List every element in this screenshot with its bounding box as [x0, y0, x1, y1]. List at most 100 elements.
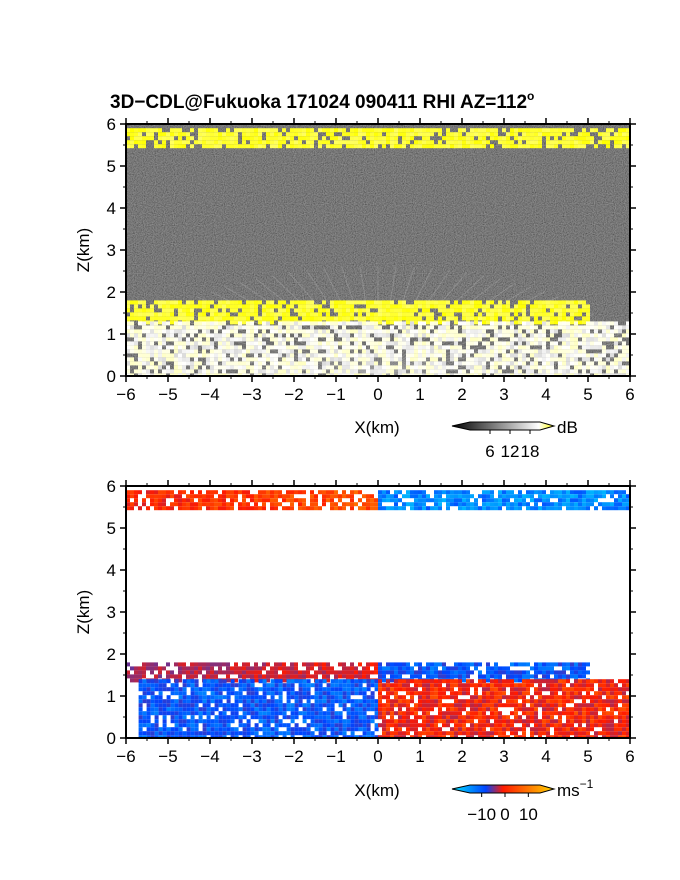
- data-cell: [266, 498, 270, 503]
- data-cell: [398, 316, 402, 321]
- data-cell: [446, 316, 450, 321]
- data-cell: [474, 140, 478, 145]
- data-cell: [602, 329, 606, 334]
- data-cell: [190, 345, 194, 350]
- data-cell: [610, 349, 614, 354]
- data-cell: [378, 723, 382, 728]
- data-cell: [270, 699, 275, 704]
- data-cell: [270, 494, 274, 499]
- data-cell: [322, 703, 327, 708]
- data-cell: [494, 304, 498, 309]
- data-cell: [598, 353, 602, 358]
- data-cell: [398, 679, 402, 684]
- data-cell: [190, 316, 194, 321]
- data-cell: [614, 136, 618, 141]
- data-cell: [150, 329, 154, 334]
- data-cell: [362, 373, 366, 376]
- data-cell: [262, 325, 266, 330]
- data-cell: [398, 683, 402, 688]
- data-cell: [566, 316, 570, 321]
- data-cell: [138, 308, 142, 313]
- data-cell: [146, 711, 151, 716]
- data-cell: [558, 494, 562, 499]
- data-cell: [514, 494, 518, 499]
- data-cell: [306, 316, 310, 321]
- data-cell: [242, 136, 246, 141]
- data-cell: [158, 300, 162, 305]
- data-cell: [422, 312, 426, 317]
- data-cell: [382, 695, 386, 700]
- data-cell: [186, 683, 191, 688]
- data-cell: [286, 357, 290, 362]
- data-cell: [350, 312, 354, 317]
- data-cell: [274, 304, 278, 309]
- data-cell: [534, 341, 538, 346]
- data-cell: [190, 731, 195, 736]
- data-cell: [334, 494, 338, 499]
- data-cell: [362, 502, 366, 507]
- data-cell: [342, 312, 346, 317]
- data-cell: [198, 731, 203, 736]
- data-cell: [126, 494, 130, 499]
- data-cell: [470, 361, 474, 366]
- data-cell: [566, 353, 570, 358]
- data-cell: [466, 136, 470, 141]
- data-cell: [526, 144, 530, 149]
- data-cell: [338, 373, 342, 376]
- data-cell: [154, 349, 158, 354]
- data-cell: [258, 337, 262, 342]
- data-cell: [598, 365, 602, 370]
- data-cell: [606, 357, 610, 362]
- data-cell: [534, 353, 538, 358]
- data-cell: [422, 345, 426, 350]
- data-cell: [210, 498, 214, 503]
- data-cell: [574, 353, 578, 358]
- data-cell: [274, 128, 278, 133]
- data-cell: [602, 719, 606, 724]
- data-cell: [278, 666, 282, 671]
- data-cell: [622, 136, 626, 141]
- data-cell: [142, 345, 146, 350]
- data-cell: [198, 333, 202, 338]
- data-cell: [274, 369, 278, 374]
- data-cell: [170, 357, 174, 362]
- data-cell: [458, 670, 462, 675]
- data-cell: [442, 670, 446, 675]
- data-cell: [434, 494, 438, 499]
- data-cell: [414, 329, 418, 334]
- data-cell: [350, 674, 354, 679]
- data-cell: [326, 140, 330, 145]
- data-cell: [202, 679, 207, 684]
- data-cell: [538, 312, 542, 317]
- data-cell: [234, 316, 238, 321]
- data-cell: [374, 353, 378, 358]
- data-cell: [126, 140, 130, 145]
- data-cell: [554, 674, 558, 679]
- data-cell: [294, 329, 298, 334]
- data-cell: [462, 670, 466, 675]
- data-cell: [366, 498, 370, 503]
- data-cell: [290, 132, 294, 137]
- data-cell: [486, 132, 490, 137]
- data-cell: [138, 699, 143, 704]
- data-cell: [514, 699, 518, 704]
- data-cell: [234, 715, 239, 720]
- data-cell: [358, 703, 363, 708]
- data-cell: [394, 506, 398, 511]
- data-cell: [378, 341, 382, 346]
- data-cell: [190, 490, 194, 495]
- data-cell: [314, 353, 318, 358]
- data-cell: [498, 136, 502, 141]
- data-cell: [446, 494, 450, 499]
- data-cell: [566, 506, 570, 511]
- data-cell: [470, 711, 474, 716]
- data-cell: [438, 140, 442, 145]
- data-cell: [614, 140, 618, 145]
- data-cell: [534, 498, 538, 503]
- data-cell: [478, 357, 482, 362]
- data-cell: [210, 490, 214, 495]
- data-cell: [342, 490, 346, 495]
- data-cell: [306, 341, 310, 346]
- data-cell: [454, 502, 458, 507]
- data-cell: [198, 373, 202, 376]
